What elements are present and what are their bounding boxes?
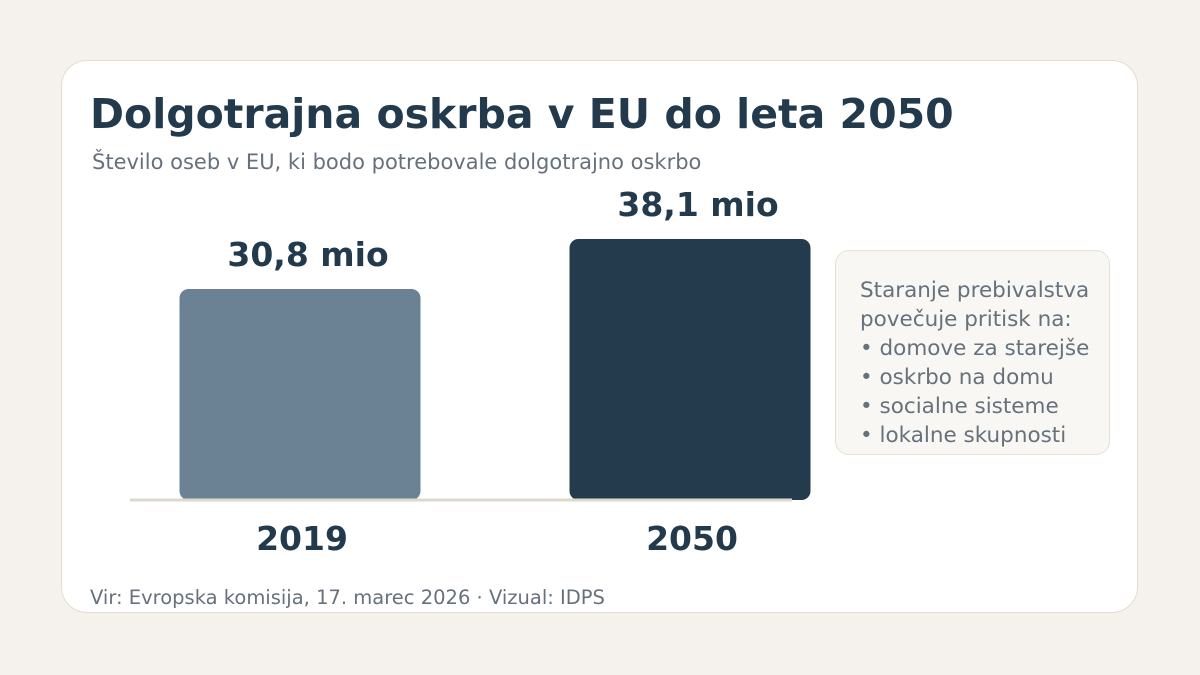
note-bullet: • oskrbo na domu bbox=[860, 365, 1054, 390]
chart-title: Dolgotrajna oskrba v EU do leta 2050 bbox=[90, 90, 954, 138]
note-bullet: • socialne sisteme bbox=[860, 394, 1059, 419]
source-note: Vir: Evropska komisija, 17. marec 2026 ·… bbox=[90, 586, 605, 609]
note-bullet: • domove za starejše bbox=[860, 336, 1090, 361]
bar-2050 bbox=[569, 239, 811, 500]
note-line: povečuje pritisk na: bbox=[860, 307, 1072, 332]
note-bullet: • lokalne skupnosti bbox=[860, 423, 1067, 448]
category-label-2019: 2019 bbox=[256, 519, 348, 558]
category-label-2050: 2050 bbox=[646, 519, 738, 558]
chart-subtitle: Število oseb v EU, ki bodo potrebovale d… bbox=[92, 150, 702, 174]
value-label-2050: 38,1 mio bbox=[617, 185, 778, 224]
note-line: Staranje prebivalstva bbox=[860, 278, 1090, 303]
value-label-2019: 30,8 mio bbox=[227, 235, 388, 274]
bar-2019 bbox=[179, 289, 421, 500]
note-box: Staranje prebivalstva povečuje pritisk n… bbox=[835, 250, 1110, 455]
